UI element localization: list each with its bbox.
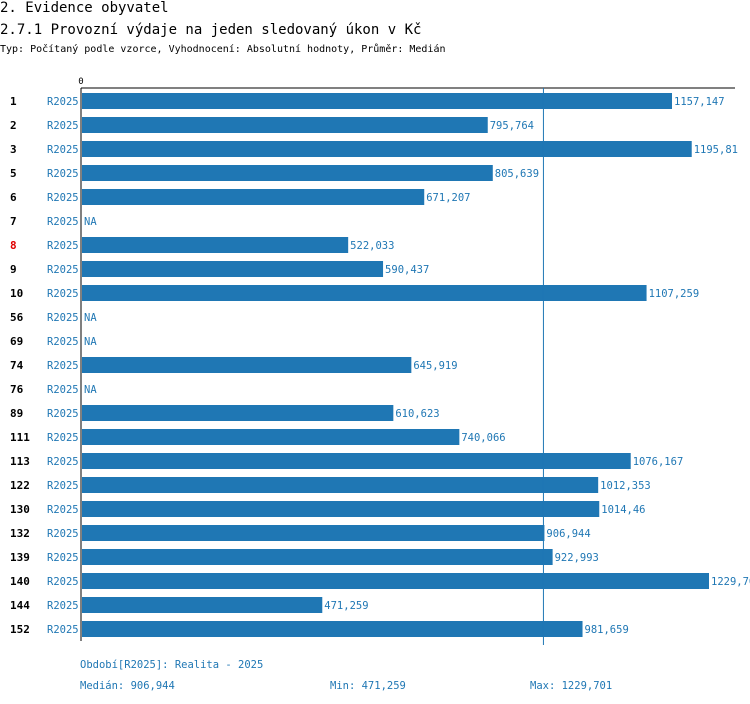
data-label: 645,919 [413, 360, 457, 372]
bar [82, 573, 709, 589]
series-label: R2025 [47, 552, 79, 564]
category-label: 113 [10, 455, 30, 468]
data-label: 1014,46 [601, 504, 645, 516]
series-label: R2025 [47, 384, 79, 396]
bar [82, 621, 583, 637]
series-label: R2025 [47, 600, 79, 612]
footer-period: Období[R2025]: Realita - 2025 [80, 659, 264, 671]
category-label: 3 [10, 143, 17, 156]
data-label: NA [84, 312, 97, 324]
category-label: 7 [10, 215, 17, 228]
data-label: 1195,81 [694, 144, 738, 156]
bar [82, 285, 647, 301]
data-label: NA [84, 336, 97, 348]
category-label: 140 [10, 575, 30, 588]
series-label: R2025 [47, 576, 79, 588]
category-label: 6 [10, 191, 17, 204]
series-label: R2025 [47, 192, 79, 204]
footer-median: Medián: 906,944 [80, 680, 175, 692]
series-label: R2025 [47, 288, 79, 300]
category-label: 152 [10, 623, 30, 636]
series-label: R2025 [47, 336, 79, 348]
series-label: R2025 [47, 264, 79, 276]
category-label: 1 [10, 95, 17, 108]
category-label: 10 [10, 287, 23, 300]
data-label: 1157,147 [674, 96, 725, 108]
category-label: 8 [10, 239, 17, 252]
bar [82, 189, 425, 205]
series-label: R2025 [47, 144, 79, 156]
data-label: 1076,167 [633, 456, 684, 468]
bar [82, 477, 599, 493]
series-label: R2025 [47, 504, 79, 516]
category-label: 74 [10, 359, 24, 372]
series-label: R2025 [47, 360, 79, 372]
series-label: R2025 [47, 312, 79, 324]
type-description: Typ: Počítaný podle vzorce, Vyhodnocení:… [0, 44, 446, 55]
bar [82, 453, 631, 469]
data-label: 471,259 [324, 600, 368, 612]
series-label: R2025 [47, 624, 79, 636]
data-label: 610,623 [395, 408, 439, 420]
series-label: R2025 [47, 168, 79, 180]
data-label: 906,944 [546, 528, 590, 540]
category-label: 111 [10, 431, 30, 444]
category-label: 9 [10, 263, 17, 276]
data-label: 1012,353 [600, 480, 651, 492]
bar [82, 165, 493, 181]
category-label: 89 [10, 407, 23, 420]
series-label: R2025 [47, 408, 79, 420]
data-label: 981,659 [585, 624, 629, 636]
bar [82, 237, 349, 253]
bar [82, 429, 460, 445]
data-label: 522,033 [350, 240, 394, 252]
bar [82, 357, 412, 373]
category-label: 122 [10, 479, 30, 492]
series-label: R2025 [47, 120, 79, 132]
category-label: 2 [10, 119, 17, 132]
bar [82, 501, 600, 517]
footer-min: Min: 471,259 [330, 680, 406, 692]
data-label: NA [84, 216, 97, 228]
x-axis-origin-label: 0 [78, 77, 83, 87]
series-label: R2025 [47, 528, 79, 540]
category-label: 139 [10, 551, 30, 564]
footer-max: Max: 1229,701 [530, 680, 613, 692]
data-label: 795,764 [490, 120, 534, 132]
indicator-title: 2.7.1 Provozní výdaje na jeden sledovaný… [0, 22, 422, 38]
category-label: 76 [10, 383, 24, 396]
bar [82, 525, 545, 541]
bar [82, 405, 394, 421]
data-label: 1229,701 [711, 576, 750, 588]
category-label: 5 [10, 167, 17, 180]
series-label: R2025 [47, 456, 79, 468]
category-label: 130 [10, 503, 30, 516]
series-label: R2025 [47, 96, 79, 108]
category-label: 132 [10, 527, 30, 540]
series-label: R2025 [47, 240, 79, 252]
data-label: 590,437 [385, 264, 429, 276]
bar [82, 93, 673, 109]
data-label: 740,066 [461, 432, 505, 444]
data-label: 922,993 [555, 552, 599, 564]
category-label: 69 [10, 335, 23, 348]
bar [82, 549, 553, 565]
bar [82, 597, 323, 613]
series-label: R2025 [47, 432, 79, 444]
data-label: 805,639 [495, 168, 539, 180]
section-title: 2. Evidence obyvatel [0, 0, 169, 16]
bar [82, 261, 384, 277]
bar [82, 141, 692, 157]
series-label: R2025 [47, 480, 79, 492]
series-label: R2025 [47, 216, 79, 228]
data-label: 671,207 [426, 192, 470, 204]
data-label: 1107,259 [649, 288, 700, 300]
category-label: 144 [10, 599, 30, 612]
bar [82, 117, 488, 133]
category-label: 56 [10, 311, 24, 324]
data-label: NA [84, 384, 97, 396]
